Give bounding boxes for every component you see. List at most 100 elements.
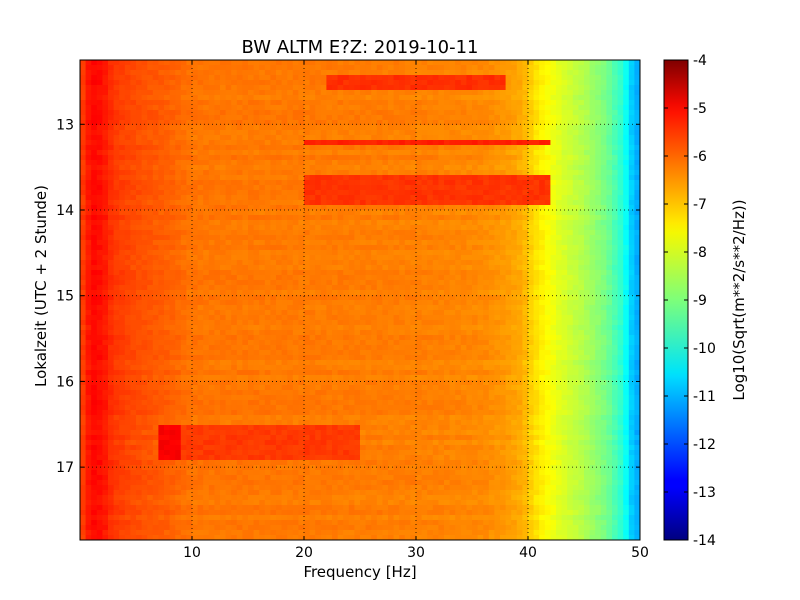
heatmap-cell [533,255,540,261]
heatmap-cell [544,275,551,281]
heatmap-cell [421,125,428,131]
heatmap-cell [220,180,227,186]
heatmap-cell [488,60,495,66]
heatmap-cell [460,125,467,131]
heatmap-cell [130,130,137,136]
heatmap-cell [242,100,249,106]
heatmap-cell [393,135,400,141]
heatmap-cell [203,120,210,126]
heatmap-cell [264,280,271,286]
heatmap-cell [444,280,451,286]
heatmap-cell [533,295,540,301]
heatmap-cell [208,240,215,246]
heatmap-cell [242,130,249,136]
heatmap-cell [360,65,367,71]
heatmap-cell [337,295,344,301]
heatmap-cell [197,305,204,311]
heatmap-cell [578,85,585,91]
heatmap-cell [466,125,473,131]
heatmap-cell [197,100,204,106]
heatmap-cell [460,60,467,66]
heatmap-cell [528,85,535,91]
heatmap-cell [175,245,182,251]
heatmap-cell [578,270,585,276]
heatmap-cell [595,70,602,76]
heatmap-cell [404,70,411,76]
heatmap-cell [242,150,249,156]
heatmap-cell [449,200,456,206]
heatmap-cell [264,265,271,271]
heatmap-cell [494,240,501,246]
heatmap-cell [472,105,479,111]
heatmap-cell [259,240,266,246]
heatmap-cell [561,170,568,176]
heatmap-cell [208,255,215,261]
heatmap-cell [208,305,215,311]
heatmap-cell [584,185,591,191]
heatmap-cell [186,280,193,286]
heatmap-cell [337,200,344,206]
heatmap-cell [376,145,383,151]
heatmap-cell [460,145,467,151]
heatmap-cell [427,125,434,131]
heatmap-cell [634,110,640,116]
heatmap-cell [584,295,591,301]
heatmap-cell [158,195,165,201]
heatmap-cell [259,245,266,251]
heatmap-cell [192,65,199,71]
heatmap-cell [528,210,535,216]
heatmap-cell [421,95,428,101]
heatmap-cell [281,190,288,196]
heatmap-cell [600,170,607,176]
heatmap-cell [113,190,120,196]
heatmap-cell [612,150,619,156]
heatmap-cell [444,240,451,246]
heatmap-cell [528,250,535,256]
heatmap-cell [460,230,467,236]
heatmap-cell [343,240,350,246]
heatmap-cell [225,60,232,66]
heatmap-cell [371,180,378,186]
heatmap-cell [544,105,551,111]
heatmap-cell [236,205,243,211]
heatmap-cell [298,250,305,256]
heatmap-cell [399,125,406,131]
heatmap-cell [522,190,529,196]
heatmap-cell [197,280,204,286]
heatmap-cell [421,240,428,246]
heatmap-cell [628,115,635,121]
heatmap-cell [203,275,210,281]
heatmap-cell [264,235,271,241]
heatmap-cell [186,260,193,266]
heatmap-cell [416,80,423,86]
heatmap-cell [500,150,507,156]
heatmap-cell [180,185,187,191]
heatmap-cell [220,280,227,286]
heatmap-cell [169,300,176,306]
heatmap-cell [623,100,630,106]
heatmap-cell [455,115,462,121]
heatmap-cell [225,250,232,256]
heatmap-cell [371,135,378,141]
heatmap-cell [309,110,316,116]
heatmap-cell [136,270,143,276]
heatmap-cell [197,255,204,261]
heatmap-cell [248,135,255,141]
heatmap-cell [214,115,221,121]
heatmap-cell [320,235,327,241]
heatmap-cell [102,165,109,171]
heatmap-cell [444,65,451,71]
heatmap-cell [365,225,372,231]
heatmap-cell [544,220,551,226]
heatmap-cell [248,160,255,166]
heatmap-cell [449,70,456,76]
heatmap-cell [348,255,355,261]
heatmap-cell [248,130,255,136]
heatmap-cell [113,300,120,306]
heatmap-cell [337,175,344,181]
heatmap-cell [80,280,87,286]
heatmap-cell [494,170,501,176]
heatmap-cell [572,90,579,96]
heatmap-cell [147,135,154,141]
heatmap-cell [432,190,439,196]
